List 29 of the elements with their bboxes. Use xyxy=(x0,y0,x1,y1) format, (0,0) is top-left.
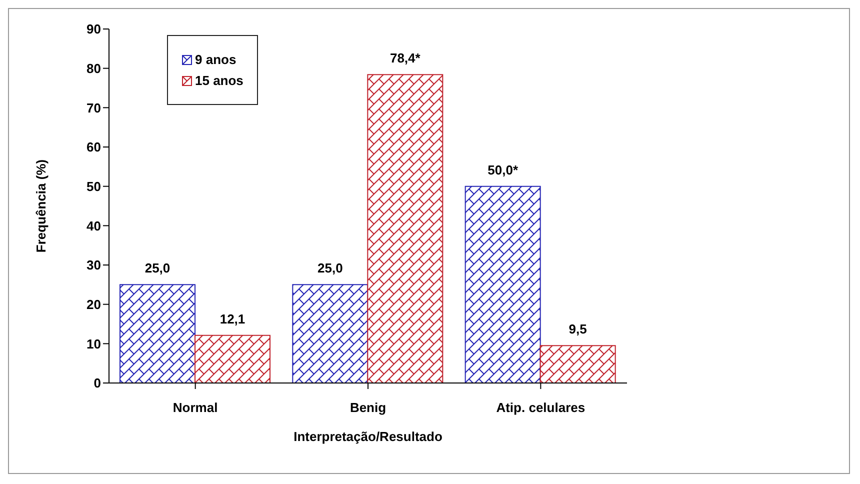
y-tick-label: 30 xyxy=(86,258,101,273)
y-tick-label: 50 xyxy=(86,178,101,194)
data-label: 12,1 xyxy=(220,311,246,326)
data-label: 50,0* xyxy=(488,162,519,178)
data-label: 9,5 xyxy=(568,322,587,337)
y-tick-label: 40 xyxy=(86,218,101,234)
data-label: 25,0 xyxy=(318,260,343,276)
bar xyxy=(292,284,368,383)
data-label: 25,0 xyxy=(144,260,170,276)
bar xyxy=(367,74,444,383)
y-tick-label: 80 xyxy=(86,60,101,76)
y-tick-label: 70 xyxy=(86,100,101,116)
y-axis-title: Frequência (%) xyxy=(34,159,49,253)
legend-label: 15 anos xyxy=(195,73,244,88)
y-tick-label: 60 xyxy=(86,140,101,155)
bar xyxy=(464,186,541,383)
x-tick-label: Benig xyxy=(350,400,386,416)
y-tick-label: 90 xyxy=(86,22,101,37)
bar xyxy=(194,334,270,383)
x-axis-title: Interpretação/Resultado xyxy=(294,429,442,444)
y-tick-label: 10 xyxy=(86,336,101,352)
data-label: 78,4* xyxy=(390,50,422,66)
x-tick-label: Normal xyxy=(172,400,218,416)
legend-label: 9 anos xyxy=(195,52,236,67)
bar xyxy=(120,284,196,383)
y-tick-label: 20 xyxy=(86,296,101,312)
bar xyxy=(540,345,616,383)
x-tick-label: Atip. celulares xyxy=(496,400,586,416)
y-tick-label: 0 xyxy=(94,376,101,391)
